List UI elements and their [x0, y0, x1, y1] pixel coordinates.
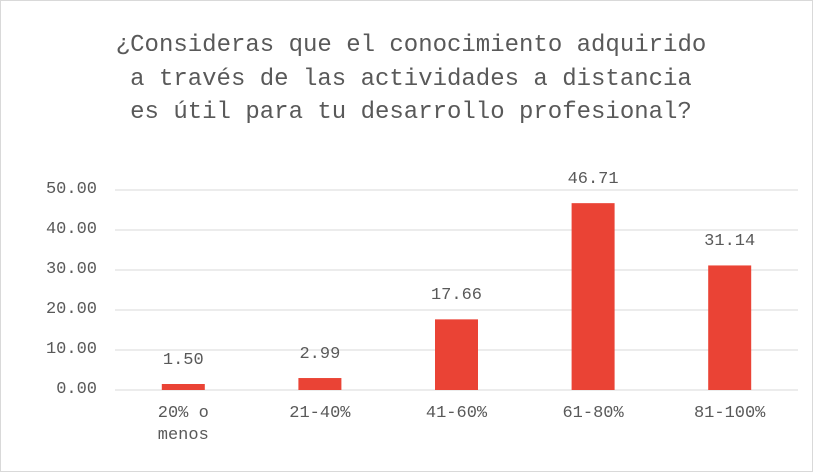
x-tick-label: 21-40% [289, 404, 351, 423]
x-tick-label: 41-60% [425, 404, 488, 423]
y-tick-label: 40.00 [45, 220, 97, 239]
bar [571, 203, 615, 390]
x-tick-label: 81-100% [693, 404, 766, 423]
data-label: 1.50 [162, 351, 204, 370]
data-label: 17.66 [430, 286, 482, 306]
bar [435, 319, 478, 390]
y-tick-label: 20.00 [45, 300, 97, 319]
bar [161, 384, 205, 390]
data-label: 31.14 [704, 232, 756, 252]
y-tick-label: 50.00 [45, 180, 97, 199]
y-tick-label: 10.00 [45, 340, 97, 359]
chart-title: ¿Consideras que el conocimiento adquirid… [115, 32, 707, 126]
data-label: 46.71 [567, 170, 619, 190]
data-label: 2.99 [299, 345, 341, 365]
bar [708, 265, 752, 390]
y-tick-label: 30.00 [45, 260, 97, 279]
x-tick-label: 20% o menos [157, 404, 209, 445]
y-tick-label: 0.00 [56, 380, 97, 399]
x-tick-label: 61-80% [562, 404, 624, 423]
bar [298, 378, 342, 390]
